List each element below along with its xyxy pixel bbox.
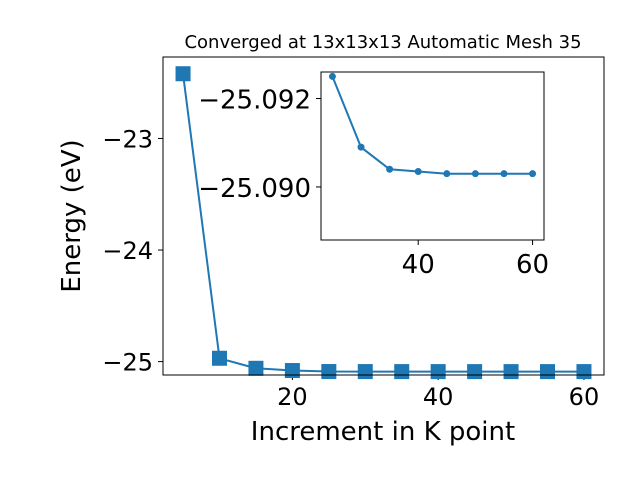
inset-frame — [320, 71, 545, 241]
main-point-4 — [321, 364, 337, 380]
x-axis-label: Increment in K point — [251, 417, 515, 447]
inset-point-5 — [471, 170, 479, 178]
main-point-10 — [540, 364, 556, 380]
main-frame — [162, 56, 605, 376]
inset-point-6 — [500, 170, 508, 178]
main-point-1 — [211, 350, 227, 366]
inset-y-tick-label-1: −25.090 — [198, 174, 311, 204]
main-y-tick-label-1: −24 — [102, 237, 153, 265]
inset-x-tick-label-60: 60 — [516, 250, 549, 280]
main-point-7 — [430, 364, 446, 380]
main-point-5 — [357, 364, 373, 380]
inset-point-7 — [529, 170, 537, 178]
main-x-tick-label-20: 20 — [277, 383, 308, 411]
y-axis-label: Energy (eV) — [57, 139, 87, 292]
main-point-11 — [576, 364, 592, 380]
inset-series-line — [331, 76, 533, 175]
inset-series — [328, 72, 537, 178]
main-point-3 — [284, 363, 300, 379]
inset-point-1 — [357, 143, 365, 151]
main-point-8 — [467, 364, 483, 380]
inset-x-tick-label-40: 40 — [402, 250, 435, 280]
inset-y-tick-label-0: −25.092 — [198, 86, 311, 116]
main-axes: Converged at 13x13x13 Automatic Mesh 35 … — [57, 32, 605, 447]
inset-point-0 — [328, 72, 336, 80]
main-point-9 — [503, 364, 519, 380]
inset-background — [321, 72, 544, 240]
inset-point-2 — [386, 165, 394, 173]
inset-axes: 40 60 −25.092 −25.090 — [198, 71, 549, 280]
main-y-tick-label-0: −25 — [102, 349, 153, 377]
chart-title: Converged at 13x13x13 Automatic Mesh 35 — [184, 32, 581, 53]
main-y-tick-label-2: −23 — [102, 125, 153, 153]
main-x-tick-label-60: 60 — [569, 383, 600, 411]
inset-point-3 — [414, 167, 422, 175]
main-point-6 — [394, 364, 410, 380]
inset-point-4 — [443, 170, 451, 178]
main-point-0 — [175, 66, 191, 82]
main-x-tick-label-40: 40 — [423, 383, 454, 411]
main-point-2 — [248, 360, 264, 376]
